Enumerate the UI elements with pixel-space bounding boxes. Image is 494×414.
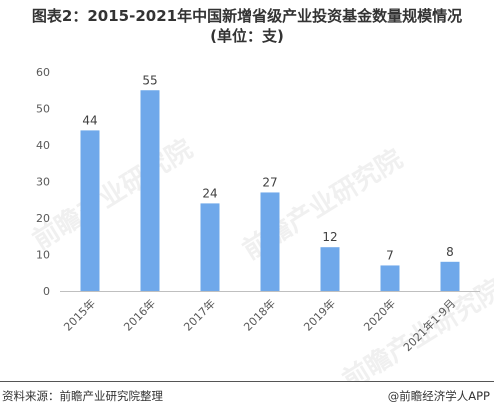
bar <box>320 247 340 291</box>
footer: 资料来源：前瞻产业研究院整理 @前瞻经济学人APP <box>0 381 494 414</box>
bars-layer <box>80 90 460 291</box>
data-labels-layer: 44 55 24 27 12 7 8 <box>82 73 453 262</box>
watermark-text: 前瞻产业研究院 <box>337 273 494 381</box>
x-tick-label: 2018年 <box>241 296 278 333</box>
brand-name: 前瞻经济学人APP <box>399 389 490 403</box>
bar <box>260 192 280 291</box>
data-label: 24 <box>202 186 217 200</box>
bar <box>380 265 400 291</box>
y-tick-label: 30 <box>36 176 50 189</box>
y-axis-ticks: 0 10 20 30 40 50 60 <box>36 66 50 298</box>
y-tick-label: 0 <box>43 285 50 298</box>
source-note: 资料来源：前瞻产业研究院整理 <box>2 389 163 403</box>
brand-credit: @前瞻经济学人APP <box>388 388 490 404</box>
data-label: 44 <box>82 113 97 127</box>
data-label: 12 <box>322 230 337 244</box>
y-tick-label: 50 <box>36 103 50 116</box>
data-label: 55 <box>142 73 157 87</box>
data-label: 8 <box>446 245 454 259</box>
y-tick-label: 60 <box>36 66 50 79</box>
x-tick-label: 2020年 <box>361 296 398 333</box>
y-tick-label: 10 <box>36 249 50 262</box>
x-tick-label: 2015年 <box>61 296 98 333</box>
y-tick-label: 20 <box>36 212 50 225</box>
data-label: 27 <box>262 175 277 189</box>
bar <box>140 90 160 291</box>
x-tick-label: 2019年 <box>301 296 338 333</box>
bar <box>440 261 460 291</box>
x-tick-label: 2016年 <box>121 296 158 333</box>
watermark-text: 前瞻产业研究院 <box>27 133 198 256</box>
bar <box>80 130 100 291</box>
chart-title: 图表2：2015-2021年中国新增省级产业投资基金数量规模情况 (单位：支) <box>0 6 494 46</box>
x-tick-label: 2017年 <box>181 296 218 333</box>
bar <box>200 203 220 291</box>
data-label: 7 <box>386 248 394 262</box>
chart-title-line2: (单位：支) <box>210 27 284 45</box>
brand-symbol: @ <box>387 389 400 403</box>
chart-title-line1: 图表2：2015-2021年中国新增省级产业投资基金数量规模情况 <box>31 7 463 25</box>
y-tick-label: 40 <box>36 139 50 152</box>
